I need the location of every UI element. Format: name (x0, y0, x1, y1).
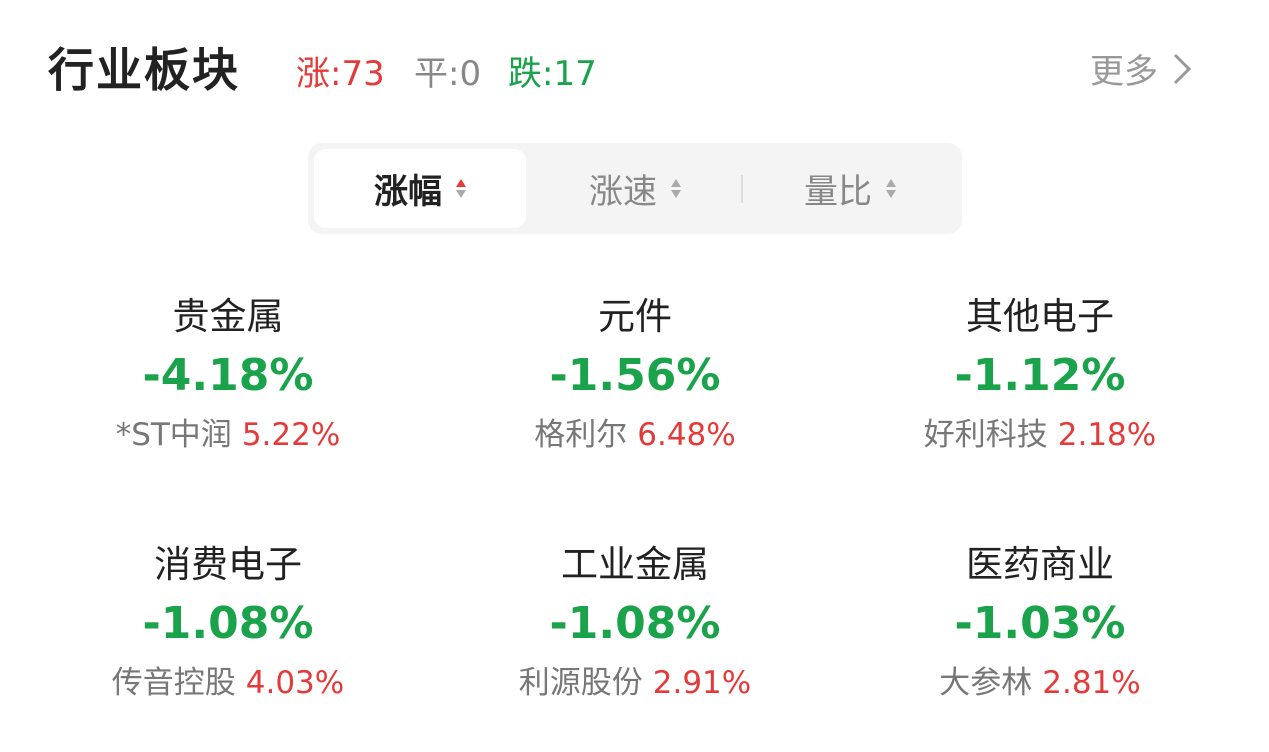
sector-card[interactable]: 工业金属 -1.08% 利源股份 2.91% (425, 534, 845, 702)
leader-change: 4.03% (245, 665, 345, 701)
flat-count: 平:0 (414, 54, 482, 94)
sector-card[interactable]: 医药商业 -1.03% 大参林 2.81% (830, 534, 1250, 702)
sort-icon (886, 179, 896, 198)
sector-change: -1.56% (549, 350, 721, 401)
sector-change: -1.08% (142, 598, 314, 649)
tab-label: 量比 (804, 172, 872, 212)
sector-change: -1.12% (954, 350, 1126, 401)
sector-card[interactable]: 元件 -1.56% 格利尔 6.48% (425, 286, 845, 454)
leader-change: 2.81% (1042, 665, 1141, 701)
sector-card[interactable]: 其他电子 -1.12% 好利科技 2.18% (830, 286, 1250, 454)
tab-label: 涨速 (589, 172, 657, 212)
leader-stock: 好利科技 (923, 417, 1048, 453)
leader-stock: 利源股份 (518, 665, 643, 701)
leader-stock: 大参林 (939, 665, 1033, 701)
sort-icon (671, 179, 681, 198)
tab-change-pct[interactable]: 涨幅 (314, 149, 526, 228)
sector-change: -1.08% (549, 598, 721, 649)
section-title: 行业板块 (48, 43, 240, 97)
up-count: 涨:73 (296, 54, 385, 94)
tab-volume-ratio[interactable]: 量比 (744, 149, 956, 228)
sector-name: 元件 (598, 295, 672, 338)
sort-desc-icon (456, 179, 466, 198)
tab-speed[interactable]: 涨速 (530, 149, 740, 228)
chevron-right-icon (1173, 53, 1192, 84)
leader-change: 5.22% (241, 417, 341, 453)
more-label: 更多 (1090, 52, 1158, 92)
sector-change: -4.18% (142, 350, 314, 401)
sort-tabs: 涨幅 涨速 量比 (308, 143, 962, 234)
leader-stock: *ST中润 (115, 417, 232, 453)
leader-stock: 传音控股 (111, 665, 236, 701)
divider (741, 175, 743, 203)
sector-card[interactable]: 贵金属 -4.18% *ST中润 5.22% (18, 286, 438, 454)
sector-name: 贵金属 (172, 295, 284, 338)
more-link[interactable]: 更多 (1090, 44, 1192, 93)
sector-name: 其他电子 (966, 295, 1114, 338)
sector-name: 工业金属 (561, 543, 709, 586)
sector-name: 消费电子 (154, 543, 302, 586)
sector-change: -1.03% (954, 598, 1126, 649)
leader-stock: 格利尔 (534, 417, 628, 453)
sector-card[interactable]: 消费电子 -1.08% 传音控股 4.03% (18, 534, 438, 702)
leader-change: 6.48% (637, 417, 736, 453)
down-count: 跌:17 (508, 54, 597, 94)
sector-name: 医药商业 (966, 543, 1114, 586)
leader-change: 2.91% (652, 665, 752, 701)
tab-label: 涨幅 (374, 172, 442, 212)
leader-change: 2.18% (1057, 417, 1157, 453)
